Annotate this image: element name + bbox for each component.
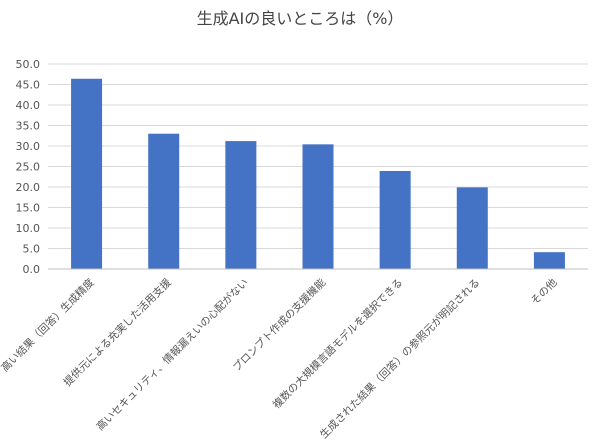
y-tick-label: 45.0 xyxy=(16,79,41,92)
y-tick-label: 50.0 xyxy=(16,58,41,71)
x-category-label: 複数の大規模言語モデルを選択できる xyxy=(270,276,405,411)
bar xyxy=(225,141,257,269)
y-axis-ticks: 0.0 5.0 10.0 15.0 20.0 25.0 30.0 35.0 40.0 45.0 50… xyxy=(16,58,41,276)
y-tick-label: 15.0 xyxy=(16,202,41,215)
y-tick-label: 40.0 xyxy=(16,99,41,112)
x-category-label: 高いセキュリティ、情報漏えいの心配がない xyxy=(94,276,251,433)
y-tick-label: 35.0 xyxy=(16,120,41,133)
y-tick-label: 30.0 xyxy=(16,140,41,153)
y-tick-label: 0.0 xyxy=(23,263,41,276)
bar xyxy=(456,187,488,269)
x-axis-category-labels: 高い結果（回答）生成精度提供元による充実した活用支援高いセキュリティ、情報漏えい… xyxy=(0,276,560,441)
y-tick-label: 10.0 xyxy=(16,222,41,235)
x-category-label: その他 xyxy=(528,276,560,308)
y-tick-label: 25.0 xyxy=(16,161,41,174)
bar xyxy=(71,78,103,269)
bar xyxy=(533,252,565,269)
x-category-label: 生成された結果（回答）の参照元が明記される xyxy=(317,276,482,441)
bars xyxy=(71,78,565,269)
bar xyxy=(302,144,334,269)
bar xyxy=(379,171,411,269)
y-tick-label: 5.0 xyxy=(23,243,41,256)
chart-title: 生成AIの良いところは（%） xyxy=(197,9,404,28)
bar xyxy=(148,133,180,269)
y-tick-label: 20.0 xyxy=(16,181,41,194)
